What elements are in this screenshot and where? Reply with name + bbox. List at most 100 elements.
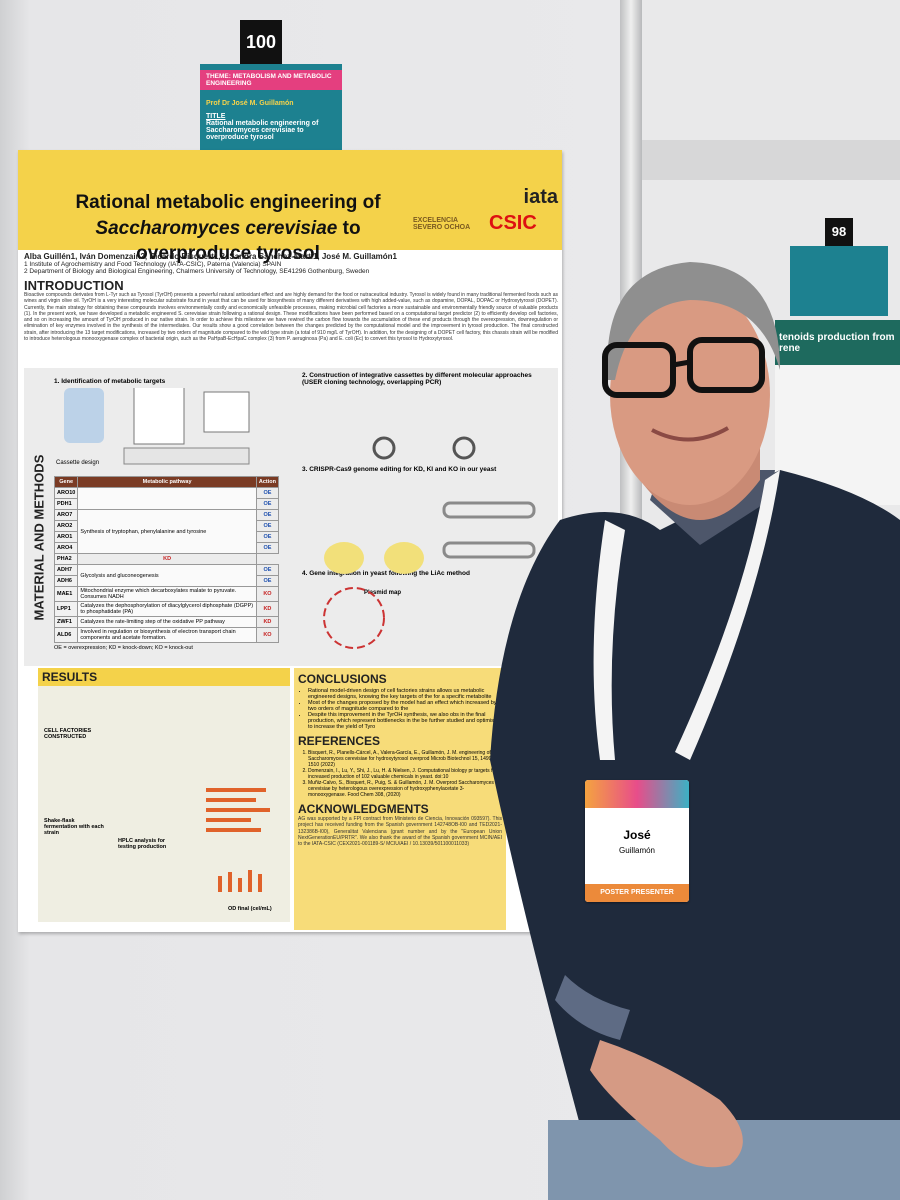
title-part: Rational metabolic engineering of	[75, 192, 381, 213]
table-row: ALD6 Involved in regulation or biosynthes…	[53, 627, 280, 643]
section-heading: INTRODUCTION	[24, 278, 124, 293]
poster-number: 100	[240, 20, 282, 66]
lanyard	[593, 520, 625, 760]
conclusions: Rational model-driven design of cell fac…	[298, 688, 502, 730]
table-row: MAE1 Mitochondrial enzyme which decarboxy…	[53, 586, 280, 602]
construct	[442, 501, 536, 519]
results-label: CELL FACTORIES CONSTRUCTED	[44, 728, 92, 740]
action: OE	[255, 542, 280, 554]
yeast-cell	[324, 542, 364, 574]
logo: CSIC	[489, 212, 537, 234]
theme-title-label: TITLE	[206, 113, 226, 120]
plasmid-icon	[452, 436, 476, 460]
hair	[607, 262, 780, 380]
header-cell: Gene	[53, 476, 79, 488]
method-step: 2. Construction of integrative cassettes…	[302, 372, 532, 386]
poster-title: Rational metabolic engineering of Saccha…	[38, 190, 418, 267]
affiliation: 2 Department of Biology and Biological E…	[24, 268, 370, 275]
badge-first-name: José	[623, 828, 651, 842]
method-step: 1. Identification of metabolic targets	[54, 378, 166, 385]
conclusion: Despite this improvement in the TyrOH sy…	[308, 712, 502, 730]
references: Bisquert, R., Planells-Cárcel, A., Valer…	[298, 750, 502, 798]
method-step: 3. CRISPR-Cas9 genome editing for KD, KI…	[302, 466, 497, 473]
table-legend: OE = overexpression; KD = knock-down; KO…	[54, 645, 193, 651]
neighbor-poster: tenoids production from rene	[775, 320, 900, 505]
poster: Rational metabolic engineering of Saccha…	[18, 150, 562, 932]
yeast-cell	[384, 542, 424, 574]
theme-title: Rational metabolic engineering of Saccha…	[206, 120, 319, 141]
action: OE	[255, 575, 280, 587]
diagram-box	[203, 391, 250, 433]
table-row: PDH1 OE	[53, 498, 280, 510]
table-row: ADH6 OE	[53, 575, 280, 587]
glasses	[687, 337, 765, 393]
table-row: ARO4 OE	[53, 542, 280, 554]
shirt-cuff	[555, 975, 630, 1040]
section-heading: ACKNOWLEDGMENTS	[298, 802, 429, 816]
glasses	[602, 342, 676, 398]
construct	[442, 541, 536, 559]
authors-block: Alba Guillén1, Iván Domenzain2, Ricardo …	[24, 252, 564, 275]
neighbor-theme-card	[790, 246, 888, 316]
method-step: 4. Gene integration in yeast following t…	[302, 570, 470, 577]
section-heading: REFERENCES	[298, 734, 381, 748]
conclusion: Most of the changes proposed by the mode…	[308, 700, 502, 712]
plasmid-map	[323, 587, 385, 649]
title-band	[18, 150, 562, 250]
ack-text: AG was supported by a FPI contract from …	[298, 816, 502, 847]
reference: Muñiz-Calvo, S., Bisquert, R., Puig, S. …	[308, 780, 502, 798]
badge-role: POSTER PRESENTER	[585, 884, 689, 902]
logos: iata EXCELENCIA SEVERO OCHOA CSIC	[413, 186, 558, 246]
gene: LPP1	[53, 601, 79, 617]
action: KO	[255, 627, 280, 643]
conclusions-panel: CONCLUSIONS Rational model-driven design…	[294, 668, 506, 930]
plasmid-label: Plasmid map	[364, 590, 402, 596]
gene: ARO7	[53, 509, 79, 521]
gene: ALD6	[53, 627, 79, 643]
wall-beam	[642, 140, 900, 180]
authors: Alba Guillén1, Iván Domenzain2, Ricardo …	[24, 252, 397, 261]
name-badge: José Guillamón POSTER PRESENTER	[585, 780, 689, 902]
lanyard	[675, 470, 780, 760]
hands	[590, 1040, 743, 1168]
pathway: Mitochondrial enzyme which decarboxylate…	[77, 586, 257, 602]
methods-panel: MATERIAL AND METHODS 1. Identification o…	[24, 368, 558, 666]
gene-table: Gene Metabolic pathway Action ARO10 OE PDH1 OE…	[53, 476, 280, 643]
table-row: LPP1 Catalyzes the dephosphorylation of d…	[53, 601, 280, 617]
results-label: HPLC analysis for testing production	[118, 838, 167, 850]
section-heading: CONCLUSIONS	[298, 672, 387, 686]
gene: ARO4	[53, 542, 79, 554]
results-label: OD final (cel/mL)	[228, 906, 272, 912]
affiliation: 1 Institute of Agrochemistry and Food Te…	[24, 261, 282, 268]
results-chart	[206, 788, 270, 892]
neighbor-number: 98	[825, 218, 853, 246]
title-part: Saccharomyces cerevisiae	[95, 217, 338, 239]
glasses-bridge	[672, 359, 691, 368]
logo: EXCELENCIA SEVERO OCHOA	[413, 217, 471, 231]
plasmid-icon	[372, 436, 396, 460]
logo: iata	[523, 186, 558, 208]
reference: Domenzain, I., Lu, Y., Shi, J., Lu, H. &…	[308, 768, 502, 780]
intro-text: Bioactive compounds derivates from L-Tyr…	[24, 292, 558, 342]
badge-last-name: Guillamón	[618, 846, 655, 855]
gene: ADH6	[53, 575, 79, 587]
neck	[625, 440, 760, 520]
diagram-box	[64, 388, 104, 443]
results-label: Shake-flask fermentation with each strai…	[44, 818, 104, 836]
gene: MAE1	[53, 586, 79, 602]
cassette	[123, 447, 250, 465]
method-diagrams	[64, 388, 536, 649]
theme-text: THEME: METABOLISM AND METABOLIC ENGINEER…	[200, 70, 342, 90]
neighbor-title: tenoids production from rene	[775, 320, 900, 365]
pathway: Involved in regulation or biosynthesis o…	[77, 627, 257, 643]
reference: Bisquert, R., Planells-Cárcel, A., Valer…	[308, 750, 502, 768]
results-panel: RESULTS CELL FACTORIES CONSTRUCTED Shake-…	[38, 668, 290, 922]
section-heading: RESULTS	[42, 670, 98, 684]
affiliations: 1 Institute of Agrochemistry and Food Te…	[24, 261, 564, 275]
title-part: to overproduce tyrosol	[136, 217, 361, 265]
cassette-label: Cassette design	[56, 460, 100, 466]
bars	[206, 788, 270, 892]
theme-presenter: Prof Dr José M. Guillamón	[206, 100, 294, 107]
